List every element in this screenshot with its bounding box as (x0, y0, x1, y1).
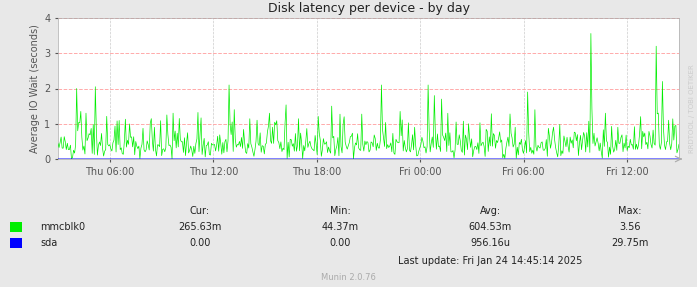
Text: Last update: Fri Jan 24 14:45:14 2025: Last update: Fri Jan 24 14:45:14 2025 (398, 256, 582, 266)
Text: Min:: Min: (330, 206, 351, 216)
Text: RRDTOOL / TOBI OETIKER: RRDTOOL / TOBI OETIKER (689, 65, 695, 154)
Text: 0.00: 0.00 (190, 238, 210, 248)
Text: 265.63m: 265.63m (178, 222, 222, 232)
Y-axis label: Average IO Wait (seconds): Average IO Wait (seconds) (30, 24, 40, 153)
Text: 956.16u: 956.16u (470, 238, 510, 248)
Text: 604.53m: 604.53m (468, 222, 512, 232)
Text: sda: sda (40, 238, 57, 248)
Text: Max:: Max: (618, 206, 642, 216)
Title: Disk latency per device - by day: Disk latency per device - by day (268, 3, 470, 15)
Text: 3.56: 3.56 (619, 222, 641, 232)
Text: 44.37m: 44.37m (321, 222, 358, 232)
Text: 0.00: 0.00 (329, 238, 351, 248)
Text: Munin 2.0.76: Munin 2.0.76 (321, 272, 376, 282)
Text: Cur:: Cur: (190, 206, 210, 216)
Text: mmcblk0: mmcblk0 (40, 222, 85, 232)
Text: 29.75m: 29.75m (611, 238, 649, 248)
Text: Avg:: Avg: (480, 206, 500, 216)
